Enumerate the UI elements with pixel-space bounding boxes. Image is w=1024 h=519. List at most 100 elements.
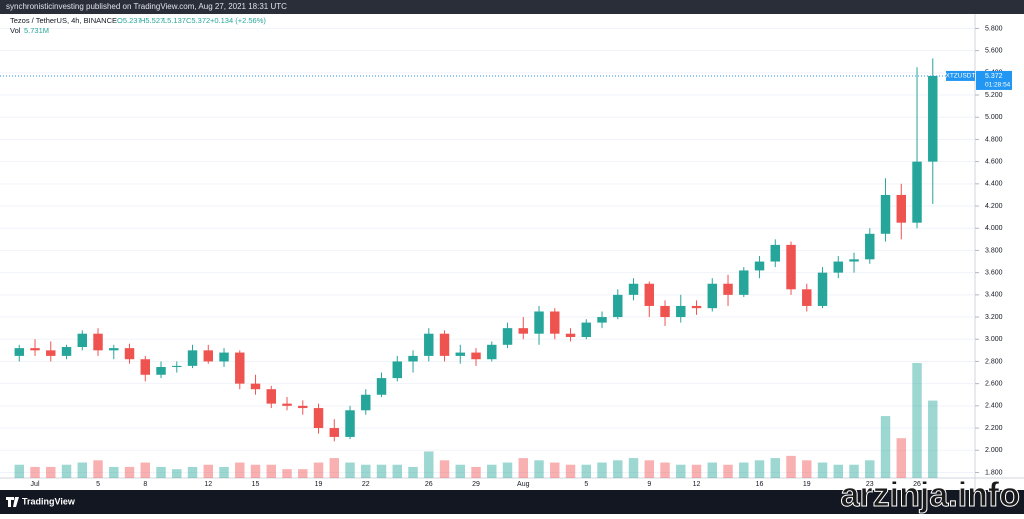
candle-body — [345, 410, 355, 437]
y-tick-label: 4.600 — [985, 158, 1003, 165]
y-tick-label: 2.200 — [985, 425, 1003, 432]
candle-body — [93, 333, 103, 351]
candle-body — [707, 283, 717, 309]
volume-bar — [597, 462, 607, 478]
x-tick-label: 5 — [584, 481, 588, 488]
x-tick-label: Aug — [517, 481, 530, 488]
volume-bar — [550, 462, 560, 478]
volume-bar — [833, 464, 843, 478]
candle-body — [833, 261, 843, 273]
volume-bar — [471, 466, 481, 478]
candle-body — [77, 333, 87, 348]
candle-body — [455, 352, 465, 356]
y-tick-label: 5.200 — [985, 92, 1003, 99]
candle-body — [518, 328, 528, 334]
legend-ohlc-item: O5.237 — [117, 16, 142, 25]
volume-bar — [392, 464, 402, 478]
candle-body — [266, 389, 276, 404]
volume-bar — [235, 462, 245, 478]
candle-body — [565, 333, 576, 338]
legend-ohlc-item: L5.137 — [163, 16, 186, 25]
volume-bar — [172, 469, 182, 478]
volume-bar — [518, 458, 528, 478]
volume-bar — [502, 462, 513, 478]
candle-body — [676, 305, 686, 318]
volume-bar — [786, 455, 796, 478]
x-tick-label: 12 — [204, 481, 212, 488]
candle-body — [424, 333, 434, 356]
candle-body — [865, 233, 875, 260]
candle-body — [534, 311, 544, 334]
y-tick-label: 4.800 — [985, 136, 1003, 143]
y-tick-label: 3.200 — [985, 314, 1003, 321]
x-tick-label: 26 — [913, 481, 921, 488]
x-tick-label: 22 — [362, 481, 370, 488]
volume-bar — [124, 466, 135, 478]
candle-body — [928, 75, 938, 162]
volume-bar — [565, 464, 576, 478]
candle-body — [502, 328, 513, 345]
legend-volume-title: Vol — [10, 26, 21, 35]
y-tick-label: 5.800 — [985, 25, 1003, 32]
y-tick-label: 2.600 — [985, 380, 1003, 387]
candle-body — [660, 305, 670, 318]
candle-body — [487, 344, 497, 360]
volume-bar — [707, 462, 717, 478]
candle-body — [408, 355, 418, 362]
volume-bar — [739, 462, 749, 478]
y-tick-label: 3.400 — [985, 292, 1003, 299]
volume-bar — [30, 466, 40, 478]
x-tick-label: 23 — [866, 481, 874, 488]
volume-bar — [802, 460, 812, 478]
volume-bar — [298, 469, 308, 478]
footer-bar — [0, 490, 1024, 514]
candle-body — [140, 359, 150, 375]
legend-ohlc-item: +0.134 (+2.56%) — [210, 16, 266, 25]
volume-bar — [345, 462, 355, 478]
x-tick-label: 26 — [425, 481, 433, 488]
candle-body — [754, 261, 765, 271]
x-tick-label: 12 — [693, 481, 701, 488]
y-tick-label: 5.600 — [985, 47, 1003, 54]
candle-body — [439, 333, 450, 356]
candle-body — [770, 244, 780, 262]
volume-bar — [865, 460, 875, 478]
candle-body — [219, 352, 229, 362]
volume-bar — [93, 460, 103, 478]
brand-text: TradingView — [22, 496, 76, 506]
volume-bar — [250, 464, 261, 478]
candle-body — [124, 348, 135, 360]
volume-bar — [439, 460, 450, 478]
x-tick-label: 5 — [96, 481, 100, 488]
candle-body — [896, 194, 906, 223]
x-tick-label: 15 — [252, 481, 260, 488]
volume-bar — [376, 464, 387, 478]
legend-ohlc-item: H5.527 — [140, 16, 164, 25]
y-tick-label: 4.000 — [985, 225, 1003, 232]
candle-body — [329, 428, 339, 437]
volume-bar — [203, 464, 213, 478]
y-tick-label: 1.800 — [985, 469, 1003, 476]
candle-body — [912, 161, 922, 223]
x-tick-label: 19 — [803, 481, 811, 488]
volume-bar — [219, 466, 229, 478]
y-tick-label: 3.600 — [985, 269, 1003, 276]
candle-body — [691, 305, 702, 309]
candle-body — [644, 283, 654, 306]
candle-body — [61, 347, 72, 356]
volume-bar — [723, 464, 733, 478]
candle-body — [802, 289, 812, 306]
publisher-text: synchronisticinvesting published on Trad… — [6, 2, 287, 11]
volume-bar — [187, 466, 198, 478]
volume-bar — [77, 462, 87, 478]
x-tick-label: 29 — [472, 481, 480, 488]
volume-bar — [896, 438, 906, 478]
y-tick-label: 3.800 — [985, 247, 1003, 254]
volume-bar — [676, 464, 686, 478]
candle-body — [628, 283, 639, 295]
volume-bar — [754, 460, 765, 478]
price-tag — [976, 70, 1012, 90]
volume-bar — [928, 400, 938, 478]
price-label: 5.372 — [985, 73, 1003, 80]
